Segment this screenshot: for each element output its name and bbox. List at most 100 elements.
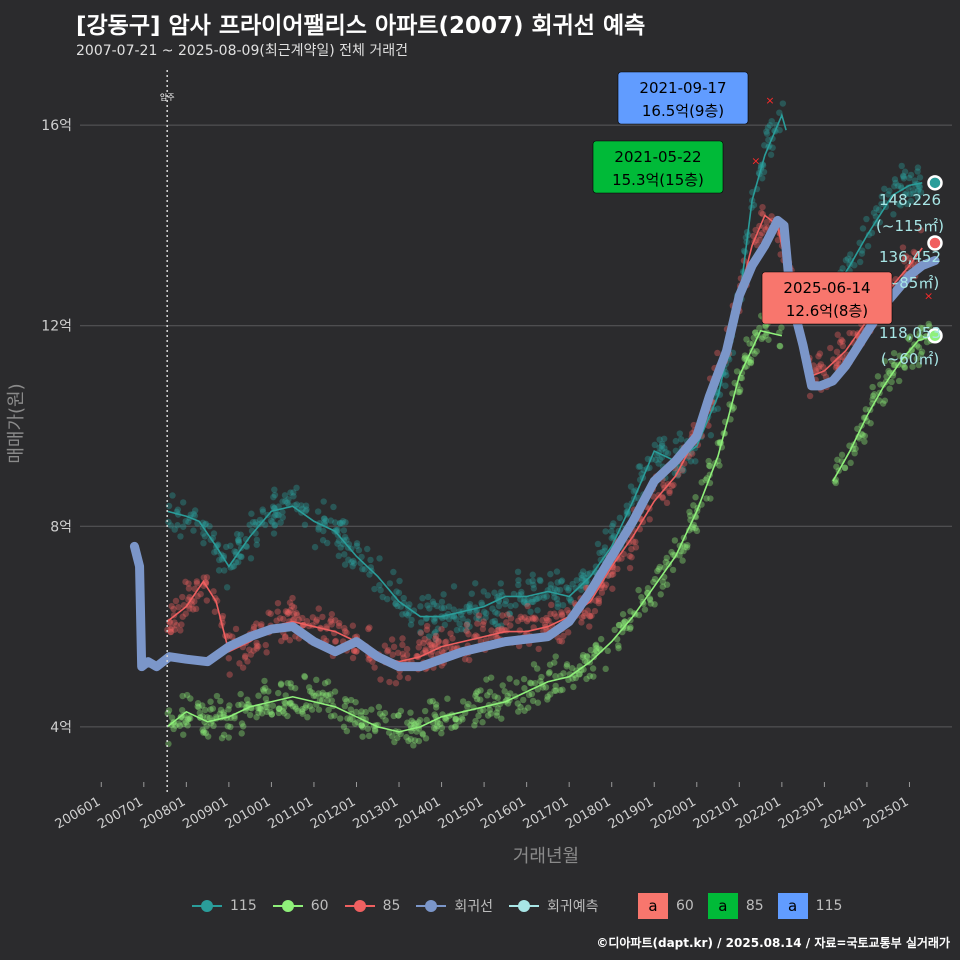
data-point <box>327 517 334 524</box>
data-point <box>425 593 432 601</box>
data-point <box>238 701 245 708</box>
legend-key <box>271 898 305 914</box>
data-point <box>303 617 311 625</box>
legend-label: 회귀예측 <box>547 899 599 915</box>
data-point <box>827 344 834 352</box>
data-point <box>510 590 518 598</box>
data-point <box>671 537 679 544</box>
data-point <box>850 330 857 337</box>
data-point <box>504 692 511 700</box>
data-point <box>438 625 445 633</box>
data-point <box>495 602 503 610</box>
data-point <box>504 611 511 618</box>
data-point <box>341 624 348 632</box>
data-point <box>279 514 286 521</box>
data-point <box>272 521 279 529</box>
data-point <box>328 697 336 704</box>
data-point <box>494 610 501 617</box>
data-point <box>179 613 186 620</box>
data-point <box>901 168 909 175</box>
data-point <box>395 589 403 597</box>
data-point <box>918 348 926 355</box>
data-point <box>404 612 412 619</box>
data-point <box>491 693 498 700</box>
data-point <box>776 126 783 134</box>
data-point <box>520 598 528 605</box>
data-point <box>477 707 484 714</box>
data-point <box>464 618 472 625</box>
data-point <box>806 392 814 400</box>
data-point <box>364 725 372 732</box>
data-point <box>289 594 296 602</box>
data-point <box>578 586 585 593</box>
data-point <box>252 518 259 526</box>
legend-label: 115 <box>230 898 257 914</box>
x-tick-label: 201801 <box>563 794 613 832</box>
data-point <box>267 610 274 617</box>
grid-lines <box>80 124 952 728</box>
data-point <box>530 585 538 592</box>
data-point <box>869 392 877 400</box>
data-point <box>250 623 258 631</box>
data-point <box>255 643 262 650</box>
data-point <box>305 684 313 691</box>
data-point <box>554 579 561 586</box>
data-point <box>902 253 910 260</box>
data-point <box>271 486 278 493</box>
data-point <box>839 342 847 350</box>
data-point <box>486 688 494 696</box>
data-point <box>406 601 413 608</box>
data-point <box>308 706 316 713</box>
data-point <box>560 670 567 677</box>
data-point <box>906 191 914 198</box>
annotation-box <box>761 271 893 325</box>
data-point <box>200 530 207 537</box>
chart-title: [강동구] 암사 프라이어팰리스 아파트(2007) 회귀선 예측 <box>76 13 646 39</box>
data-point <box>521 614 528 621</box>
data-point <box>358 553 365 561</box>
data-point <box>330 503 337 511</box>
data-point <box>915 186 922 193</box>
data-point <box>615 642 622 649</box>
data-point <box>687 458 695 465</box>
data-point <box>707 495 714 502</box>
data-point <box>438 604 445 612</box>
data-point <box>328 621 335 628</box>
data-point <box>192 605 200 613</box>
data-point <box>538 673 545 681</box>
data-point <box>335 552 343 560</box>
data-point <box>865 231 873 239</box>
data-point <box>635 463 642 470</box>
data-point <box>579 651 587 659</box>
data-point <box>572 674 580 682</box>
data-point <box>341 533 349 541</box>
data-point <box>281 492 289 499</box>
annotation-price: 16.5억(9층) <box>642 102 724 120</box>
data-point <box>747 356 755 364</box>
data-point <box>391 738 398 746</box>
data-point <box>452 716 459 723</box>
data-point <box>512 602 519 609</box>
data-point <box>223 584 231 591</box>
data-point <box>259 686 267 693</box>
data-point <box>167 628 175 636</box>
data-point <box>229 563 236 571</box>
data-point <box>216 710 224 717</box>
x-tick-label: 201101 <box>265 794 315 832</box>
annotation-marker: × <box>765 94 774 107</box>
data-point <box>339 517 347 525</box>
data-point <box>593 648 600 655</box>
data-point <box>332 637 340 645</box>
data-point <box>293 484 300 492</box>
data-point <box>358 722 365 729</box>
data-point <box>563 584 570 591</box>
data-point <box>635 611 643 619</box>
data-point <box>168 721 175 729</box>
data-point <box>319 613 326 621</box>
data-point <box>190 527 197 534</box>
data-point <box>355 547 363 554</box>
data-point <box>320 515 328 522</box>
data-point <box>587 646 595 654</box>
data-point <box>427 641 434 648</box>
data-point <box>489 618 496 626</box>
